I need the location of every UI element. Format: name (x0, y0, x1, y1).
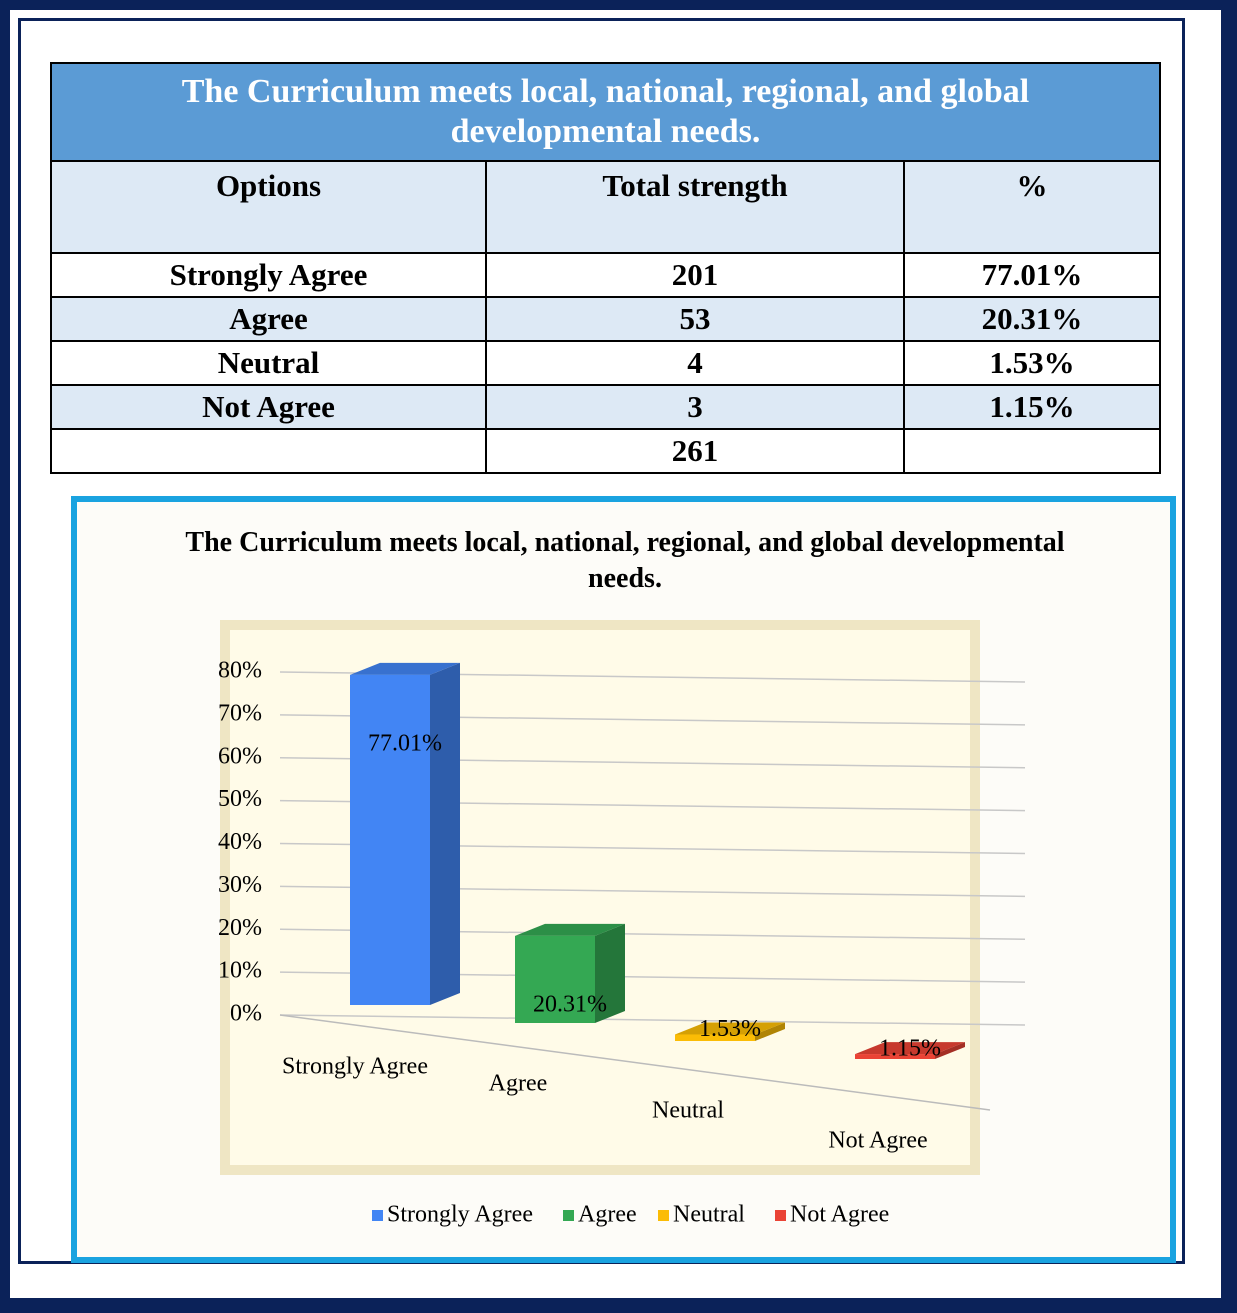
cell: 1.53% (903, 340, 1161, 386)
data-label: 1.15% (879, 1036, 941, 1062)
y-tick-label: 50% (218, 786, 262, 812)
bar-side (935, 1042, 965, 1059)
bar-side (755, 1022, 785, 1041)
data-label: 20.31% (533, 991, 607, 1017)
legend-swatch (658, 1210, 669, 1221)
legend-label: Not Agree (790, 1202, 889, 1228)
header: % (903, 160, 1161, 254)
data-table: The Curriculum meets local, national, re… (50, 62, 1161, 474)
bar (675, 1034, 755, 1041)
bar (855, 1054, 935, 1059)
table-title: The Curriculum meets local, national, re… (50, 62, 1161, 162)
y-tick-label: 70% (218, 700, 262, 726)
cell: 20.31% (903, 296, 1161, 342)
cell: 3 (485, 384, 905, 430)
chart-title: The Curriculum meets local, national, re… (185, 527, 1065, 594)
chart-title-box: The Curriculum meets local, national, re… (185, 527, 1065, 594)
bar-top (855, 1042, 965, 1055)
axis (279, 1014, 991, 1111)
x-tick-label: Agree (489, 1071, 548, 1097)
total-cell: 261 (485, 428, 905, 474)
data-label: 77.01% (368, 730, 442, 756)
cell: 77.01% (903, 252, 1161, 298)
legend-swatch (775, 1210, 786, 1221)
bar (515, 935, 595, 1023)
y-tick-label: 80% (218, 658, 262, 684)
x-tick-label: Not Agree (828, 1128, 927, 1154)
legend-label: Neutral (673, 1202, 745, 1228)
bar-top (675, 1022, 785, 1035)
cell: Not Agree (50, 384, 487, 430)
cell (50, 428, 487, 474)
y-tick-label: 0% (230, 1001, 262, 1027)
y-tick-label: 30% (218, 872, 262, 898)
data-label: 1.53% (699, 1016, 761, 1042)
cell: Strongly Agree (50, 252, 487, 298)
bar (350, 674, 430, 1005)
cell: Agree (50, 296, 487, 342)
x-tick-label: Strongly Agree (282, 1054, 428, 1080)
bar-top (350, 662, 460, 675)
grid-line (279, 1014, 1026, 1026)
y-tick-label: 10% (218, 958, 262, 984)
legend-label: Strongly Agree (387, 1202, 533, 1228)
legend-label: Agree (578, 1202, 637, 1228)
y-tick-label: 40% (218, 829, 262, 855)
cell: 4 (485, 340, 905, 386)
legend-swatch (372, 1210, 383, 1221)
x-tick-label: Neutral (652, 1098, 724, 1124)
header: Total strength (485, 160, 905, 254)
y-tick-label: 60% (218, 743, 262, 769)
cell: 201 (485, 252, 905, 298)
bar-top (515, 923, 625, 936)
cell (903, 428, 1161, 474)
bar-side (595, 923, 625, 1023)
y-tick-label: 20% (218, 915, 262, 941)
cell: 1.15% (903, 384, 1161, 430)
header: Options (50, 160, 487, 254)
cell: 53 (485, 296, 905, 342)
cell: Neutral (50, 340, 487, 386)
legend-swatch (563, 1210, 574, 1221)
background-frame (220, 620, 980, 1175)
bar-side (430, 662, 460, 1005)
